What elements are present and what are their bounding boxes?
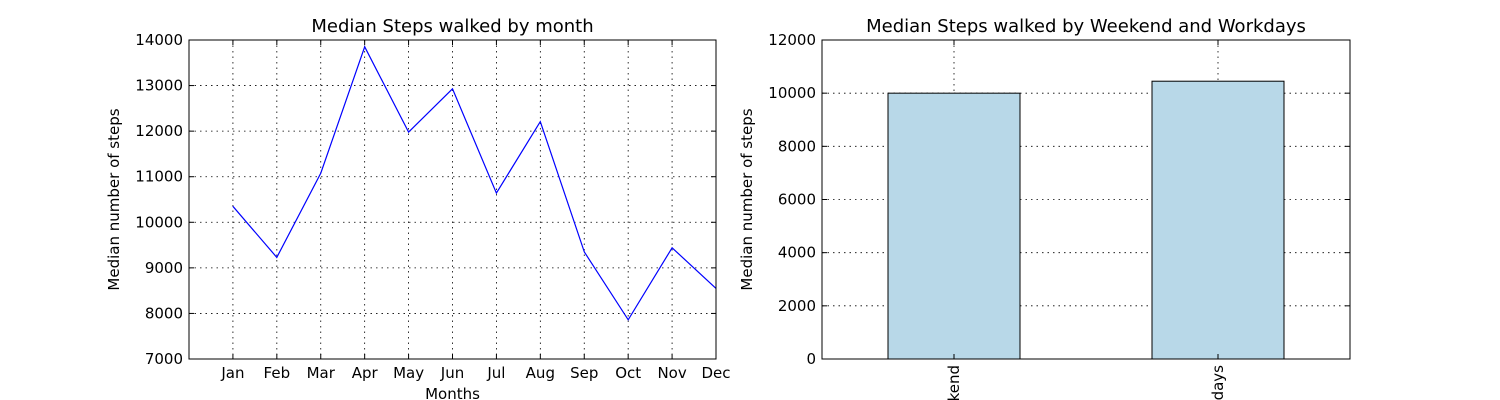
left-x-tick-label: Jul (486, 364, 505, 382)
bar-chart-weekend-workdays: 0 2000 4000 6000 8000 10000 12000 kend days Medi… (738, 16, 1351, 400)
right-y-tick-label: 4000 (778, 244, 816, 262)
right-y-tick-label: 0 (806, 350, 816, 368)
right-y-tick-label: 12000 (768, 31, 816, 49)
left-x-tick-label: Oct (615, 364, 641, 382)
left-series (232, 45, 717, 321)
left-x-tick-label: Aug (526, 364, 555, 382)
right-bars (887, 80, 1285, 360)
left-x-tick-label: Dec (701, 364, 730, 382)
left-x-tick-label: Feb (264, 364, 291, 382)
left-grid (189, 39, 717, 360)
left-y-tick-label: 11000 (135, 168, 183, 186)
right-y-tick-label: 10000 (768, 84, 816, 102)
left-x-tick-label: Jun (440, 364, 464, 382)
left-x-tick-label: Jan (220, 364, 244, 382)
left-x-tick-label: Nov (657, 364, 686, 382)
right-y-tick-label: 8000 (778, 137, 816, 155)
right-y-tick-label: 6000 (778, 191, 816, 209)
right-plot-frame (821, 39, 1351, 360)
left-y-tick-label: 7000 (145, 350, 183, 368)
left-x-tick-label: May (393, 364, 424, 382)
left-y-tick-label: 12000 (135, 122, 183, 140)
left-x-tick-label: Apr (352, 364, 379, 382)
left-x-tick-label: Mar (307, 364, 336, 382)
left-x-axis-label: Months (425, 385, 480, 400)
left-ticks: Jan Feb Mar Apr May Jun Jul Aug Sep Oct Nov Dec 7000… (135, 31, 730, 382)
left-y-tick-label: 14000 (135, 31, 183, 49)
right-y-axis-label: Median number of steps (738, 108, 756, 290)
left-plot-frame (188, 39, 717, 360)
left-y-tick-label: 8000 (145, 304, 183, 322)
bar-workdays (1151, 80, 1285, 360)
right-chart-title: Median Steps walked by Weekend and Workd… (866, 16, 1306, 37)
right-x-tick-label: kend (945, 365, 963, 400)
left-x-tick-label: Sep (570, 364, 598, 382)
line-series-median-steps (232, 45, 717, 321)
left-y-tick-label: 10000 (135, 213, 183, 231)
right-x-tick-label: days (1209, 365, 1227, 400)
right-ticks: 0 2000 4000 6000 8000 10000 12000 kend days (768, 31, 1350, 400)
line-chart-monthly-steps: Jan Feb Mar Apr May Jun Jul Aug Sep Oct Nov Dec 7000… (105, 16, 731, 400)
left-chart-title: Median Steps walked by month (311, 16, 593, 37)
left-y-tick-label: 9000 (145, 259, 183, 277)
right-y-tick-label: 2000 (778, 297, 816, 315)
left-y-tick-label: 13000 (135, 77, 183, 95)
left-y-axis-label: Median number of steps (105, 108, 123, 290)
bar-weekend (887, 92, 1021, 360)
